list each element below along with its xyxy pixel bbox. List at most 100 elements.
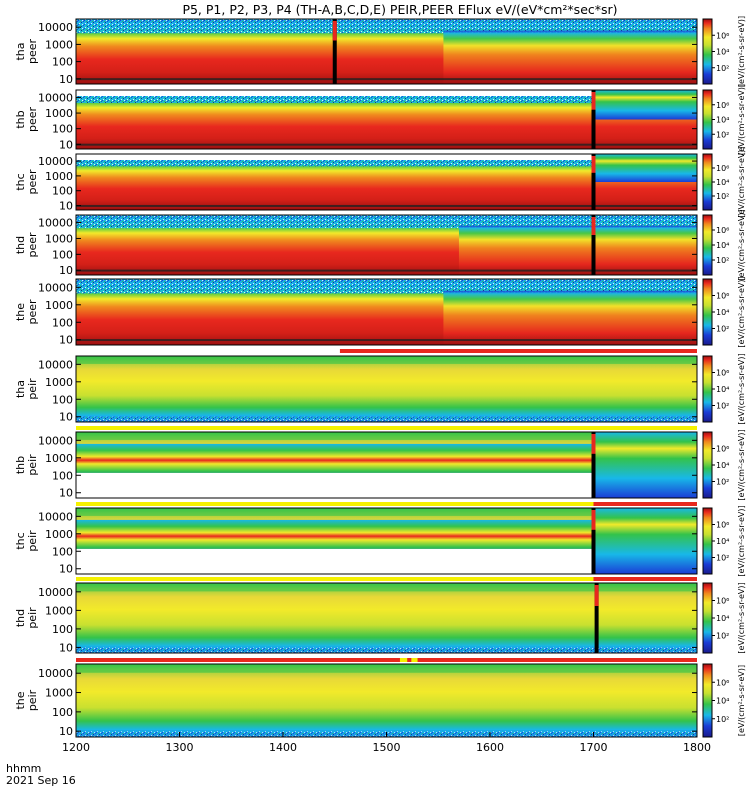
x-tick-label: 1200: [62, 741, 90, 754]
bottom-noise: [76, 416, 697, 422]
panel-probe-label: the: [14, 303, 27, 321]
spectrogram-field: [76, 583, 697, 653]
colorbar-scale: [702, 18, 713, 85]
colorbar-scale: [702, 582, 713, 654]
mode-bar-segment: [593, 577, 697, 581]
colorbar-tick-label: 10⁶: [716, 445, 729, 454]
panel-probe-label: tha: [14, 42, 27, 60]
figure-title: P5, P1, P2, P3, P4 (TH-A,B,C,D,E) PEIR,P…: [182, 2, 617, 17]
colorbar-tick-label: 10⁴: [716, 178, 729, 187]
y-tick-label: 1000: [45, 38, 73, 51]
colorbar-scale: [702, 431, 713, 499]
colorbar-tick-label: 10²: [716, 325, 729, 334]
colorbar-scale: [702, 278, 713, 346]
panel-probe-label: thd: [14, 236, 27, 254]
colorbar-unit-text: [eV/(cm²-s-sr-eV)]: [737, 276, 746, 347]
colorbar-tick-label: 10²: [716, 130, 729, 139]
panel-frame: [75, 431, 698, 499]
panel-species-label: peer: [26, 232, 39, 258]
mode-bar-segment: [339, 349, 697, 353]
x-tick-label: 1500: [373, 741, 401, 754]
colorbar-tick-label: 10⁴: [716, 614, 729, 623]
panel-thb-peir: 10 100 1000 10000 thb peir 10² 10⁴ 10⁶ [eV/(cm²-s…: [14, 429, 746, 500]
panel-the-peer: 10 100 1000 10000 the peer 10² 10⁴ 10⁶ [eV/(cm²-s…: [14, 276, 746, 347]
y-tick-label: 10: [59, 411, 73, 424]
mode-bar-segment: [593, 502, 697, 506]
top-band: [76, 583, 697, 592]
x-tick-label: 1700: [580, 741, 608, 754]
top-band: [76, 664, 697, 673]
x-tick-label: 1600: [476, 741, 504, 754]
panel-species-label: peir: [26, 689, 39, 711]
data-gap: [76, 90, 594, 96]
colorbar-unit-text: [eV/(cm²-s-sr-eV)]: [737, 665, 746, 736]
colorbar-tick-label: 10⁴: [716, 116, 729, 125]
spectrogram-field: [76, 356, 697, 422]
colorbar-scale: [702, 355, 713, 423]
panel-species-label: peer: [26, 169, 39, 195]
y-tick-label: 1000: [45, 299, 73, 312]
y-tick-label: 10000: [38, 586, 73, 599]
panel-probe-label: thb: [14, 110, 27, 128]
panel-probe-label: tha: [14, 380, 27, 398]
colorbar: 10² 10⁴ 10⁶ [eV/(cm²-s-sr-eV)]: [702, 353, 746, 425]
colorbar-unit-text: [eV/(cm²-s-sr-eV)]: [737, 582, 746, 653]
colorbar-unit-text: [eV/(cm²-s-sr-eV)]: [737, 84, 746, 155]
panel-frame: [75, 582, 698, 654]
y-tick-label: 100: [52, 123, 73, 136]
mode-bar-segment: [76, 577, 594, 581]
colorbar-tick-label: 10²: [716, 256, 729, 265]
colorbar-unit-label: [eV/(cm²-s-sr-eV)]: [737, 84, 746, 155]
colorbar-tick-label: 10⁶: [716, 226, 729, 235]
panel-label: tha peir: [14, 378, 39, 400]
panel-thc-peir: 10 100 1000 10000 thc peir 10² 10⁴ 10⁶ [eV/(cm²-s…: [14, 505, 746, 576]
spike-column: [591, 90, 596, 149]
colorbar-tick-label: 10²: [716, 632, 729, 641]
y-tick-label: 100: [52, 316, 73, 329]
colorbar-scale: [702, 214, 713, 276]
panel-probe-label: thc: [14, 532, 27, 549]
spike-top: [591, 510, 596, 530]
top-band: [76, 356, 697, 364]
colorbar-tick-label: 10⁴: [716, 385, 729, 394]
spike-column: [332, 19, 337, 84]
panel-species-label: peer: [26, 299, 39, 325]
panel-species-label: peir: [26, 607, 39, 629]
panel-species-label: peir: [26, 530, 39, 552]
noise-band: [76, 279, 697, 294]
spike-top: [591, 217, 596, 235]
noise-band: [76, 19, 697, 34]
colorbar-unit-label: [eV/(cm²-s-sr-eV)]: [737, 505, 746, 576]
data-gap: [76, 154, 594, 160]
y-tick-label: 10000: [38, 667, 73, 680]
colorbar: 10² 10⁴ 10⁶ [eV/(cm²-s-sr-eV)]: [702, 663, 746, 738]
colorbar-unit-label: [eV/(cm²-s-sr-eV)]: [737, 582, 746, 653]
colorbar-scale: [702, 153, 713, 211]
colorbar-scale: [702, 507, 713, 575]
post-gap-segment: [593, 508, 697, 574]
panel-frame: [75, 153, 698, 211]
colorbar-unit-label: [eV/(cm²-s-sr-eV)]: [737, 146, 746, 217]
floor-line: [76, 204, 697, 207]
colorbar: 10² 10⁴ 10⁶ [eV/(cm²-s-sr-eV)]: [702, 209, 746, 281]
panel-thd-peer: 10 100 1000 10000 thd peer 10² 10⁴ 10⁶ [eV/(cm²-s…: [14, 209, 746, 280]
y-tick-label: 100: [52, 185, 73, 198]
x-axis: 1200 1300 1400 1500 1600 1700 1800: [62, 732, 711, 754]
hot-segment: [443, 30, 697, 84]
y-tick-label: 10: [59, 138, 73, 151]
noise-band: [76, 215, 697, 229]
colorbar-tick-label: 10⁶: [716, 164, 729, 173]
bottom-noise: [76, 647, 697, 653]
mode-bars-layer: [76, 349, 697, 662]
colorbar-tick-label: 10⁴: [716, 461, 729, 470]
panel-probe-label: thc: [14, 173, 27, 190]
colorbar: 10² 10⁴ 10⁶ [eV/(cm²-s-sr-eV)]: [702, 84, 746, 155]
colorbar-tick-label: 10⁶: [716, 292, 729, 301]
y-tick-label: 100: [52, 706, 73, 719]
panel-frame: [75, 278, 698, 346]
post-gap-segment: [593, 154, 697, 182]
panel-probe-label: thb: [14, 456, 27, 474]
y-tick-label: 10000: [38, 281, 73, 294]
y-tick-label: 100: [52, 248, 73, 261]
spike-top: [591, 434, 596, 454]
